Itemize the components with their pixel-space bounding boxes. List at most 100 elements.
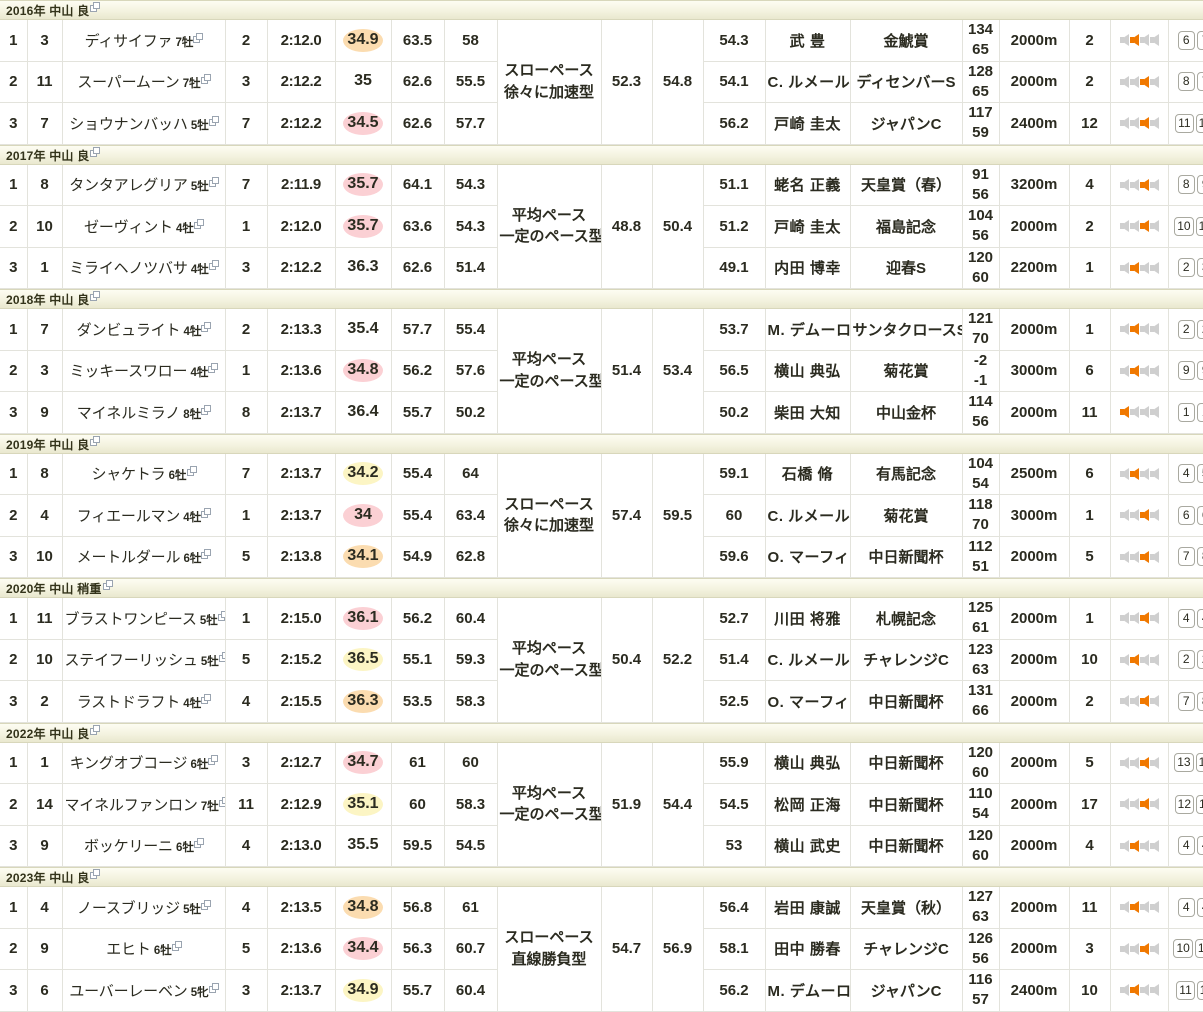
previous-race-cell[interactable]: チャレンジC (850, 928, 962, 970)
rank-cell: 2 (0, 495, 27, 537)
second-half-cell: 58.3 (444, 681, 497, 723)
previous-race-cell[interactable]: 中日新聞杯 (850, 681, 962, 723)
previous-race-cell[interactable]: 中山金杯 (850, 392, 962, 434)
previous-race-cell[interactable]: 中日新聞杯 (850, 825, 962, 867)
horse-name-cell[interactable]: ディサイファ 7牡 (62, 20, 225, 61)
previous-race-cell[interactable]: 菊花賞 (850, 495, 962, 537)
horse-name-cell[interactable]: タンタアレグリア 5牡 (62, 165, 225, 206)
arrow-2-icon (1130, 220, 1139, 232)
run-style-arrows-icon (1113, 757, 1166, 769)
rank-cell: 1 (0, 309, 27, 350)
jockey-cell[interactable]: O. マーフィー (765, 681, 850, 723)
jockey-cell[interactable]: 松岡 正海 (765, 784, 850, 826)
jockey-cell[interactable]: 川田 将雅 (765, 598, 850, 639)
previous-race-cell[interactable]: 天皇賞（春） (850, 165, 962, 206)
finish-position-cell: 2 (1069, 206, 1110, 248)
horse-name-cell[interactable]: フィエールマン 4牡 (62, 495, 225, 537)
run-style-cell (1110, 165, 1168, 206)
horse-name-cell[interactable]: ラストドラフト 4牡 (62, 681, 225, 723)
jockey-cell[interactable]: 岩田 康誠 (765, 887, 850, 928)
previous-race-cell[interactable]: 有馬記念 (850, 454, 962, 495)
horse-name-cell[interactable]: メートルダール 6牡 (62, 536, 225, 578)
agari-cell: 34.5 (335, 103, 391, 145)
horse-name-cell[interactable]: スーパームーン 7牡 (62, 61, 225, 103)
lap-time-cell: 59.6 (703, 536, 765, 578)
horse-name-cell[interactable]: マイネルファンロン 7牡 (62, 784, 225, 826)
horse-name-cell[interactable]: ボッケリーニ 6牡 (62, 825, 225, 867)
speed-figure-bottom: 54 (965, 804, 997, 824)
arrow-1-icon (1120, 220, 1129, 232)
previous-race-cell[interactable]: 中日新聞杯 (850, 743, 962, 784)
previous-race-cell[interactable]: ディセンバーS (850, 61, 962, 103)
horse-name-cell[interactable]: ミッキースワロー 4牡 (62, 350, 225, 392)
arrow-3-icon (1140, 323, 1149, 335)
previous-race-cell[interactable]: 札幌記念 (850, 598, 962, 639)
previous-race-cell[interactable]: チャレンジC (850, 639, 962, 681)
jockey-cell[interactable]: 内田 博幸 (765, 247, 850, 289)
jockey-cell[interactable]: 横山 武史 (765, 825, 850, 867)
jockey-cell[interactable]: M. デムーロ (765, 309, 850, 350)
horse-name-cell[interactable]: エヒト 6牡 (62, 928, 225, 970)
horse-name-cell[interactable]: ダンビュライト 4牡 (62, 309, 225, 350)
corner-1-box: 13 (1174, 753, 1193, 772)
second-half-cell: 54.3 (444, 206, 497, 248)
jockey-cell[interactable]: C. ルメール (765, 61, 850, 103)
previous-race-cell[interactable]: 中日新聞杯 (850, 784, 962, 826)
jockey-cell[interactable]: 戸崎 圭太 (765, 103, 850, 145)
corner-2-box: 9 (1197, 175, 1203, 194)
jockey-cell[interactable]: 柴田 大知 (765, 392, 850, 434)
horse-name-cell[interactable]: ミライヘノツバサ 4牡 (62, 247, 225, 289)
horse-name-cell[interactable]: ブラストワンピース 5牡 (62, 598, 225, 639)
previous-race-cell[interactable]: ジャパンC (850, 103, 962, 145)
pace-type-line2: 徐々に加速型 (500, 82, 599, 104)
jockey-cell[interactable]: O. マーフィー (765, 536, 850, 578)
agari-highlight: 34.8 (343, 896, 383, 919)
previous-race-cell[interactable]: 福島記念 (850, 206, 962, 248)
horse-name-cell[interactable]: マイネルミラノ 8牡 (62, 392, 225, 434)
previous-race-cell[interactable]: ジャパンC (850, 970, 962, 1012)
finish-time-cell: 2:13.7 (267, 392, 335, 434)
horse-name-cell[interactable]: シャケトラ 6牡 (62, 454, 225, 495)
second-half-cell: 59.3 (444, 639, 497, 681)
gate-number-cell: 11 (27, 61, 62, 103)
arrow-3-icon (1140, 365, 1149, 377)
run-style-cell (1110, 639, 1168, 681)
external-link-icon (201, 322, 210, 331)
run-style-cell (1110, 392, 1168, 434)
jockey-cell[interactable]: 田中 勝春 (765, 928, 850, 970)
previous-race-cell[interactable]: 菊花賞 (850, 350, 962, 392)
distance-cell: 2000m (999, 743, 1069, 784)
jockey-cell[interactable]: 蛯名 正義 (765, 165, 850, 206)
corner-positions-wrap: 1313128 (1171, 753, 1203, 772)
horse-name-cell[interactable]: ステイフーリッシュ 5牡 (62, 639, 225, 681)
horse-name-cell[interactable]: ゼーヴィント 4牡 (62, 206, 225, 248)
jockey-cell[interactable]: C. ルメール (765, 639, 850, 681)
horse-name-cell[interactable]: ショウナンバッハ 5牡 (62, 103, 225, 145)
external-link-icon (90, 147, 99, 156)
jockey-cell[interactable]: 石橋 脩 (765, 454, 850, 495)
jockey-cell[interactable]: 武 豊 (765, 20, 850, 61)
second-half-cell: 60.4 (444, 970, 497, 1012)
pace-value-1-cell: 48.8 (601, 165, 652, 289)
previous-race-cell[interactable]: サンタクロースS (850, 309, 962, 350)
popularity-cell: 1 (225, 598, 267, 639)
finish-position-cell: 6 (1069, 350, 1110, 392)
horse-name-cell[interactable]: キングオブコージ 6牡 (62, 743, 225, 784)
previous-race-cell[interactable]: 天皇賞（秋） (850, 887, 962, 928)
jockey-cell[interactable]: 戸崎 圭太 (765, 206, 850, 248)
gate-number-cell: 9 (27, 825, 62, 867)
previous-race-cell[interactable]: 中日新聞杯 (850, 536, 962, 578)
horse-name-cell[interactable]: ユーバーレーベン 5牝 (62, 970, 225, 1012)
jockey-cell[interactable]: 横山 典弘 (765, 350, 850, 392)
previous-race-cell[interactable]: 金鯱賞 (850, 20, 962, 61)
horse-name-cell[interactable]: ノースブリッジ 5牡 (62, 887, 225, 928)
corner-positions-cell: 8788 (1168, 61, 1203, 103)
jockey-cell[interactable]: C. ルメール (765, 495, 850, 537)
jockey-cell[interactable]: M. デムーロ (765, 970, 850, 1012)
first-half-cell: 57.7 (391, 309, 444, 350)
pace-type-cell: スローペース直線勝負型 (497, 887, 601, 1011)
previous-race-cell[interactable]: 迎春S (850, 247, 962, 289)
jockey-cell[interactable]: 横山 典弘 (765, 743, 850, 784)
corner-1-box: 7 (1178, 692, 1195, 711)
